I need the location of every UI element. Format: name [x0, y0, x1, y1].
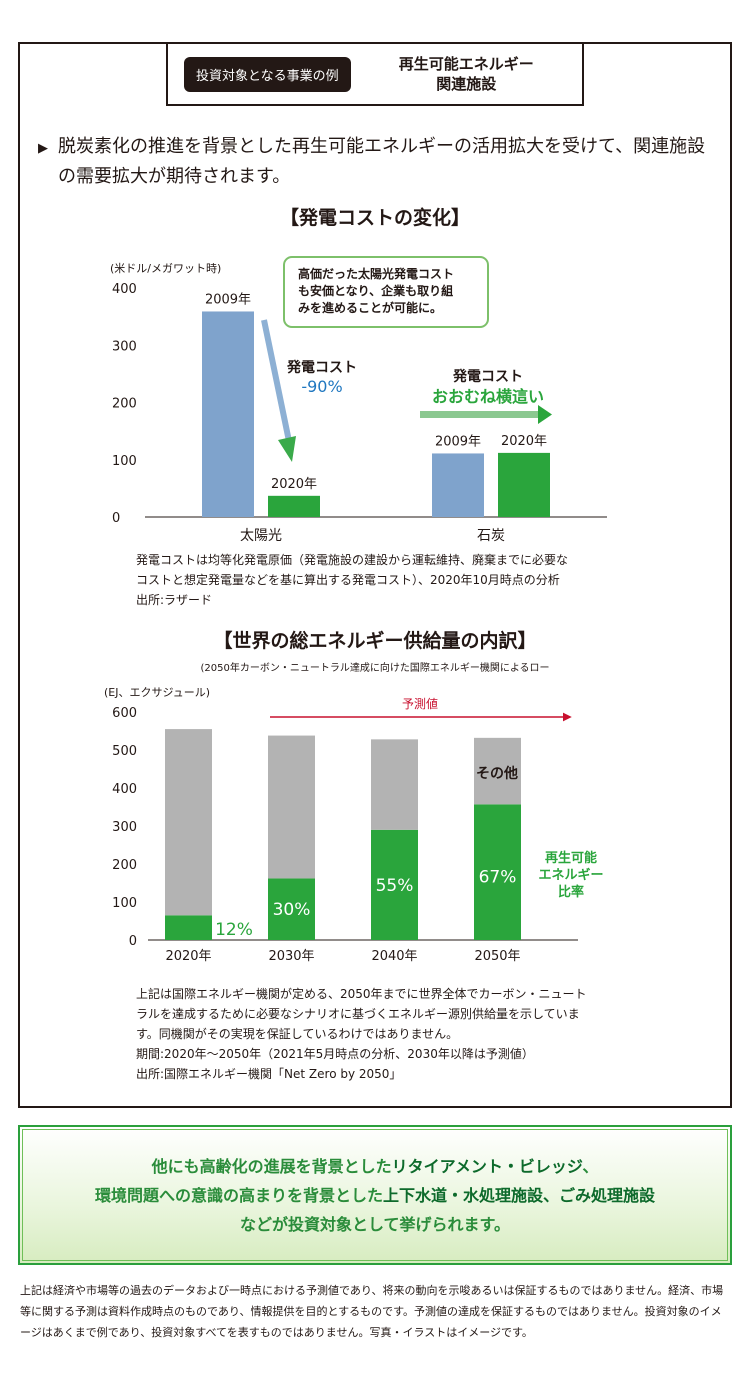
flat-arrow-body [420, 411, 540, 418]
chart1-bar [432, 453, 484, 517]
flat-arrowhead [538, 405, 552, 424]
chart2-y-tick: 100 [112, 896, 137, 911]
disclaimer: 上記は経済や市場等の過去のデータおよび一時点における予測値であり、将来の動向を示… [20, 1284, 724, 1339]
chart1-title: 【発電コストの変化】 [279, 207, 470, 229]
chart2-y-tick: 200 [112, 858, 137, 873]
renew-label-line3: 比率 [558, 884, 584, 900]
chart2-note: 上記は国際エネルギー機関が定める、2050年までに世界全体でカーボン・ニュート … [136, 987, 587, 1081]
content-frame [18, 42, 732, 1108]
chart2-share-label: 55% [376, 876, 414, 896]
chart2-bar-segment [165, 729, 212, 916]
callout-line: 高価だった太陽光発電コスト [298, 266, 454, 281]
chart2-y-tick: 500 [112, 744, 137, 759]
chart1-y-tick: 100 [112, 454, 137, 469]
chart1-ylabel: (米ドル/メガワット時) [110, 262, 221, 275]
chart2-category-label: 2050年 [474, 949, 520, 964]
chart2-ylabel: (EJ、エクサジュール) [104, 686, 210, 699]
chart1-y-tick: 300 [112, 339, 137, 354]
callout-box [283, 256, 489, 328]
chart2-y-tick: 300 [112, 820, 137, 835]
chart2-y-tick: 0 [129, 934, 137, 949]
chart1-category-label: 石炭 [477, 528, 505, 544]
chart1-y-tick: 400 [112, 282, 137, 297]
chart2-bar-segment [268, 735, 315, 879]
chart1-bar-label: 2020年 [271, 477, 317, 492]
chart2-y-tick: 600 [112, 706, 137, 721]
chart2-y-tick: 400 [112, 782, 137, 797]
lead-body: 脱炭素化の推進を背景とした再生可能エネルギーの活用拡大を受けて、関連施設の需要拡… [58, 136, 706, 187]
chart2-bar-segment [371, 739, 418, 830]
chart2-bar-segment [474, 737, 521, 805]
chart2-bar-segment [165, 915, 212, 940]
chart2-share-label: 67% [479, 867, 517, 887]
chart2-share-label: 12% [215, 920, 253, 940]
coal-annot-label: 発電コスト [452, 368, 523, 385]
chart1-bar [498, 452, 550, 517]
solar-annot-label: 発電コスト [286, 359, 357, 376]
chart2-bar-segment [371, 829, 418, 940]
chart1-y-tick: 0 [112, 511, 120, 526]
lead-text: ▶ 脱炭素化の推進を背景とした再生可能エネルギーの活用拡大を受けて、関連施設の需… [38, 132, 718, 192]
renew-label-line1: 再生可能 [545, 850, 597, 866]
chart1-bar-label: 2009年 [435, 434, 481, 449]
chart1-bar [202, 311, 254, 517]
header: 投資対象となる事業の例 再生可能エネルギー 関連施設 [166, 44, 584, 106]
chart1-category-label: 太陽光 [240, 528, 282, 544]
solar-annot-value: -90% [301, 377, 342, 396]
category-pill: 投資対象となる事業の例 [184, 56, 351, 92]
highlight-banner: 他にも高齢化の進展を背景としたリタイアメント・ビレッジ、 環境問題への意識の高ま… [18, 1125, 732, 1265]
renew-label-line2: エネルギー [538, 867, 603, 883]
chart2-subtitle: (2050年カーボン・ニュートラル達成に向けた国際エネルギー機関によるロー [200, 663, 550, 674]
cost-chart: (米ドル/メガワット時) 0 100 200 300 400 2009年 2020年太陽光… [110, 256, 607, 544]
callout-line: も安価となり、企業も取り組 [298, 283, 453, 298]
other-label: その他 [476, 765, 518, 782]
forecast-label: 予測値 [402, 696, 438, 711]
triangle-icon: ▶ [38, 141, 48, 156]
energy-supply-chart: (EJ、エクサジュール) 0 100 200 300 400 500 600 2020年 12… [104, 686, 604, 964]
banner-line2: 環境問題への意識の高まりを背景とした上下水道・水処理施設、ごみ処理施設 [94, 1185, 656, 1205]
chart2-bar-segment [268, 878, 315, 940]
chart1-bar-label: 2009年 [205, 292, 251, 307]
chart1-note: 発電コストは均等化発電原価（発電施設の建設から運転維持、廃棄までに必要な コスト… [136, 553, 569, 607]
chart2-category-label: 2030年 [268, 949, 314, 964]
banner-line1: 他にも高齢化の進展を背景としたリタイアメント・ビレッジ、 [151, 1156, 599, 1176]
chart1-bar [268, 495, 320, 517]
coal-annot-value: おおむね横這い [432, 387, 544, 406]
chart2-category-label: 2020年 [165, 949, 211, 964]
chart2-category-label: 2040年 [371, 949, 417, 964]
chart2-share-label: 30% [273, 900, 311, 920]
chart2-bar-segment [474, 804, 521, 940]
chart1-y-tick: 200 [112, 397, 137, 412]
callout-line: みを進めることが可能に。 [298, 300, 442, 315]
solar-decline-arrowhead [278, 436, 296, 462]
header-title: 再生可能エネルギー 関連施設 [398, 55, 534, 93]
banner-line3: などが投資対象として挙げられます。 [240, 1214, 510, 1234]
chart2-title: 【世界の総エネルギー供給量の内訳】 [213, 630, 537, 652]
solar-decline-arrow-tail [261, 319, 293, 447]
chart1-bar-label: 2020年 [501, 434, 547, 449]
